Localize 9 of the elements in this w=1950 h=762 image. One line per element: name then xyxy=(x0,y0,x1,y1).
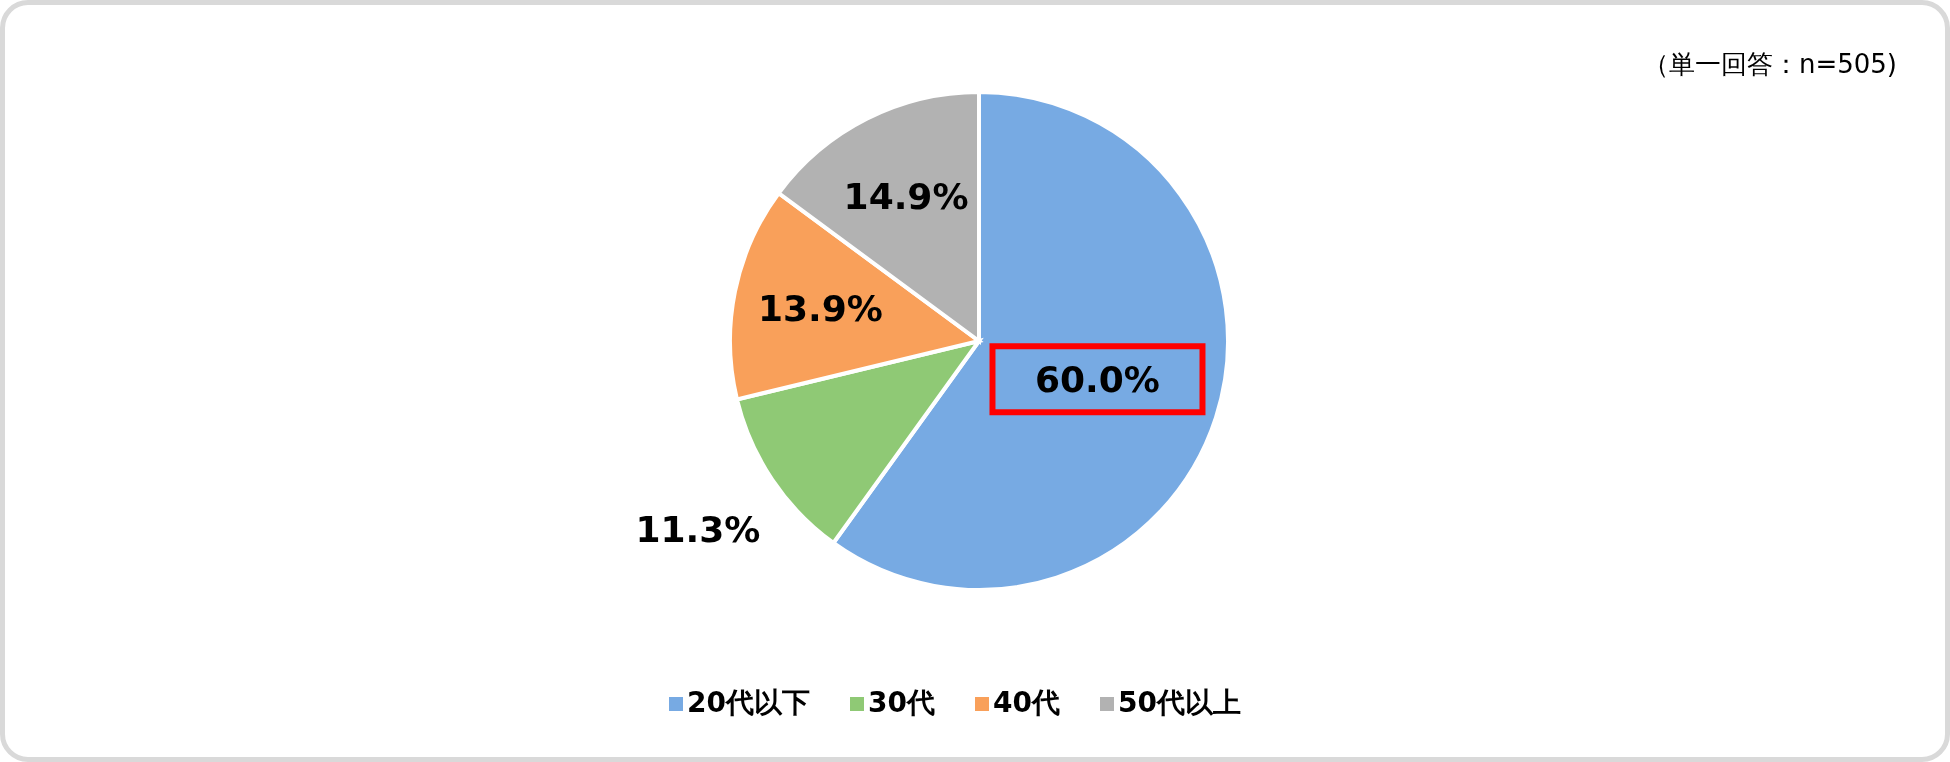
data-label: 11.3% xyxy=(635,509,761,551)
data-label: 60.0% xyxy=(1035,358,1160,400)
legend-label: 40代 xyxy=(993,686,1060,719)
data-label: 14.9% xyxy=(843,176,969,218)
legend-label: 30代 xyxy=(868,686,935,719)
data-label: 13.9% xyxy=(757,288,883,330)
legend-label: 20代以下 xyxy=(687,686,811,719)
text: （単一回答：n=505) xyxy=(1642,48,1897,81)
legend-label: 50代以上 xyxy=(1117,686,1241,719)
